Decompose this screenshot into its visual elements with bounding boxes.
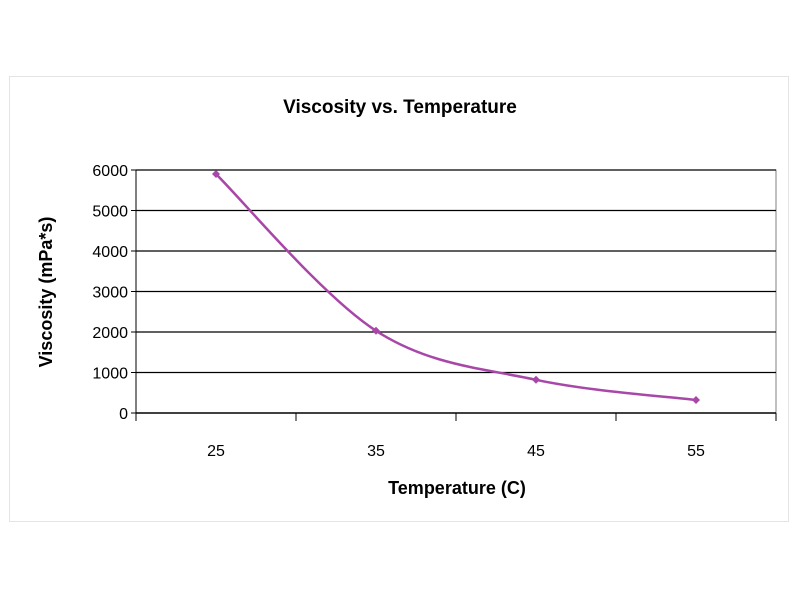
x-tick-label: 25 — [207, 443, 225, 460]
y-tick-label: 1000 — [92, 366, 128, 383]
series — [212, 170, 700, 405]
y-tick-label: 2000 — [92, 325, 128, 342]
series-line — [215, 173, 697, 402]
data-point-marker — [692, 396, 700, 405]
grid — [135, 169, 777, 414]
data-point-marker — [532, 375, 540, 384]
y-tick-label: 6000 — [92, 163, 128, 180]
data-point-marker — [372, 326, 380, 335]
y-tick-label: 4000 — [92, 244, 128, 261]
y-tick-label: 3000 — [92, 285, 128, 302]
x-axis-ticks: 25 35 45 55 — [135, 413, 777, 460]
y-axis-title: Viscosity (mPa*s) — [36, 217, 56, 368]
x-tick-label: 35 — [367, 443, 385, 460]
y-tick-label: 0 — [119, 406, 128, 423]
x-tick-label: 55 — [687, 443, 705, 460]
x-tick-label: 45 — [527, 443, 545, 460]
y-tick-label: 5000 — [92, 204, 128, 221]
y-axis-ticks: 0 1000 2000 3000 4000 5000 6000 — [92, 163, 137, 423]
x-axis-title: Temperature (C) — [388, 478, 526, 498]
chart-title: Viscosity vs. Temperature — [283, 97, 517, 118]
data-point-marker — [212, 170, 220, 179]
